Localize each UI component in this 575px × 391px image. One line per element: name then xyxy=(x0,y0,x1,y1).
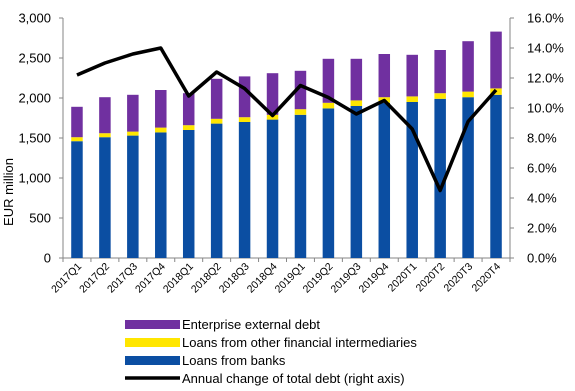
legend: Enterprise external debt Loans from other… xyxy=(125,317,417,386)
bar-segment xyxy=(490,94,502,258)
x-tick-label: 2017Q1 xyxy=(49,261,84,296)
bar-segment xyxy=(155,90,167,128)
bar-segment xyxy=(71,106,83,138)
right-tick-label: 12.0% xyxy=(527,71,564,86)
right-tick-label: 2.0% xyxy=(527,221,557,236)
legend-label: Annual change of total debt (right axis) xyxy=(182,371,405,386)
x-tick-label: 2019Q2 xyxy=(301,261,336,296)
left-tick-label: 3,000 xyxy=(18,11,51,26)
left-tick-label: 0 xyxy=(44,251,51,266)
bar-segment xyxy=(155,127,167,133)
x-tick-label: 2018Q2 xyxy=(189,261,224,296)
bar-segment xyxy=(462,41,474,92)
legend-swatch xyxy=(125,356,180,365)
bar-segment xyxy=(182,125,195,130)
bar-segment xyxy=(210,78,223,119)
line-series xyxy=(76,46,498,193)
bar-segment xyxy=(182,93,195,126)
right-tick-label: 0.0% xyxy=(527,251,557,266)
right-tick-label: 8.0% xyxy=(527,131,557,146)
x-tick-label: 2018Q4 xyxy=(245,261,280,296)
bar-segment xyxy=(182,130,195,258)
x-tick-label: 2019Q1 xyxy=(273,261,308,296)
annual-change-line xyxy=(76,46,498,193)
bar-segment xyxy=(71,141,83,258)
bar-segment xyxy=(238,117,251,122)
bar-segment xyxy=(294,109,307,115)
bar-segment xyxy=(155,132,167,258)
bar-segment xyxy=(266,119,279,258)
bar-segment xyxy=(210,123,223,258)
bars xyxy=(71,31,502,259)
x-tick-label: 2018Q1 xyxy=(161,261,196,296)
right-tick-label: 14.0% xyxy=(527,41,564,56)
bar-segment xyxy=(210,118,223,124)
bar-segment xyxy=(322,108,335,259)
left-tick-label: 500 xyxy=(29,211,51,226)
bar-segment xyxy=(434,50,446,94)
x-tick-label: 2020T3 xyxy=(442,261,476,295)
bar-segment xyxy=(406,96,418,102)
bar-segment xyxy=(294,70,307,110)
bar-segment xyxy=(127,135,139,258)
bar-segment xyxy=(350,100,363,106)
x-tick-label: 2020T4 xyxy=(469,261,503,295)
bar-segment xyxy=(462,91,474,98)
left-tick-label: 2,000 xyxy=(18,91,51,106)
bar-segment xyxy=(434,98,446,258)
bar-segment xyxy=(434,93,446,99)
left-tick-label: 1,500 xyxy=(18,131,51,146)
bar-segment xyxy=(238,76,251,118)
bar-segment xyxy=(99,97,111,134)
bar-segment xyxy=(238,122,251,258)
legend-label: Loans from banks xyxy=(182,353,286,368)
bar-segment xyxy=(99,133,111,138)
bar-segment xyxy=(378,54,391,98)
bar-segment xyxy=(266,73,279,115)
x-tick-label: 2019Q3 xyxy=(329,261,364,296)
right-tick-label: 6.0% xyxy=(527,161,557,176)
right-tick-label: 4.0% xyxy=(527,191,557,206)
x-tick-label: 2017Q2 xyxy=(77,261,112,296)
bar-segment xyxy=(71,137,83,142)
legend-label: Enterprise external debt xyxy=(182,317,320,332)
bar-segment xyxy=(406,102,418,258)
x-tick-label: 2019Q4 xyxy=(356,261,391,296)
y-axis-label: EUR million xyxy=(1,158,16,226)
right-tick-label: 16.0% xyxy=(527,11,564,26)
x-tick-label: 2017Q4 xyxy=(133,261,168,296)
bar-segment xyxy=(350,106,363,258)
x-tick-label: 2017Q3 xyxy=(105,261,140,296)
left-tick-label: 2,500 xyxy=(18,51,51,66)
x-tick-label: 2020T1 xyxy=(386,261,420,295)
bar-segment xyxy=(99,137,111,258)
x-tick-label: 2020T2 xyxy=(414,261,448,295)
bar-segment xyxy=(406,54,418,97)
bar-segment xyxy=(378,102,391,258)
bar-segment xyxy=(294,114,307,258)
bar-segment xyxy=(322,102,335,109)
bar-segment xyxy=(462,97,474,258)
right-tick-label: 10.0% xyxy=(527,101,564,116)
bar-segment xyxy=(490,31,502,89)
bar-segment xyxy=(322,58,335,103)
x-tick-label: 2018Q3 xyxy=(217,261,252,296)
legend-label: Loans from other financial intermediarie… xyxy=(182,335,417,350)
left-tick-label: 1,000 xyxy=(18,171,51,186)
bar-segment xyxy=(127,94,139,132)
bar-segment xyxy=(350,58,363,101)
legend-swatch xyxy=(125,320,180,329)
bar-segment xyxy=(127,131,139,136)
legend-swatch xyxy=(125,338,180,347)
